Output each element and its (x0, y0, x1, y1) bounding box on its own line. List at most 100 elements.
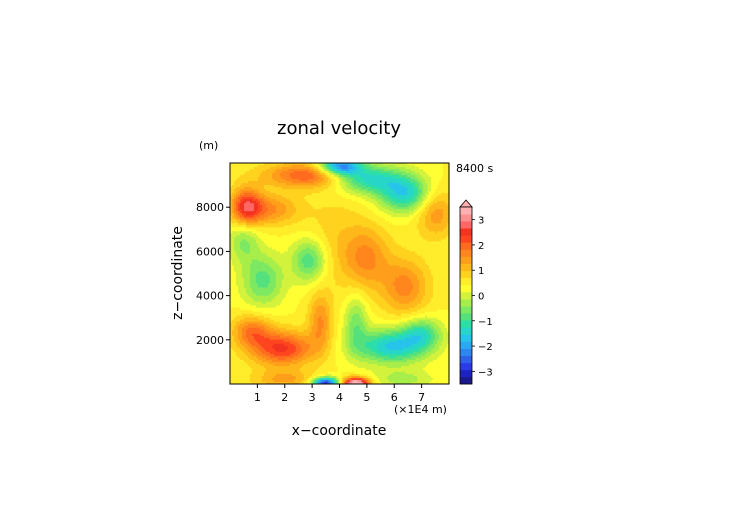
heatmap-cell (359, 167, 362, 170)
heatmap-cell (347, 221, 350, 224)
heatmap-cell (379, 165, 382, 168)
heatmap-cell (391, 195, 394, 198)
heatmap-cell (367, 231, 370, 234)
heatmap-cell (239, 205, 243, 208)
heatmap-cell (295, 211, 299, 214)
heatmap-cell (287, 235, 291, 238)
heatmap-cell (271, 223, 275, 226)
heatmap-cell (345, 195, 348, 198)
heatmap-cell (375, 235, 378, 238)
heatmap-cell (315, 225, 318, 228)
heatmap-cell (263, 211, 267, 214)
heatmap-cell (313, 221, 316, 224)
heatmap-cell (345, 221, 348, 224)
heatmap-cell (319, 165, 322, 168)
heatmap-cell (353, 207, 356, 210)
heatmap-cell (391, 239, 394, 242)
heatmap-cell (355, 241, 358, 244)
heatmap-cell (407, 231, 410, 234)
heatmap-cell (347, 219, 350, 222)
heatmap-cell (431, 227, 434, 230)
heatmap-cell (339, 241, 342, 244)
heatmap-cell (271, 169, 275, 172)
heatmap-cell (415, 223, 418, 226)
heatmap-cell (323, 217, 326, 220)
heatmap-cell (403, 239, 406, 242)
heatmap-cell (305, 239, 308, 242)
heatmap-cell (369, 203, 372, 206)
heatmap-cell (335, 197, 338, 200)
heatmap-cell (441, 187, 444, 190)
heatmap-cell (271, 185, 275, 188)
heatmap-cell (289, 201, 293, 204)
heatmap-cell (441, 209, 444, 212)
heatmap-cell (265, 217, 269, 220)
heatmap-cell (313, 187, 316, 190)
heatmap-cell (237, 223, 241, 226)
heatmap-cell (235, 245, 239, 248)
heatmap-cell (369, 217, 372, 220)
heatmap-cell (399, 249, 402, 252)
heatmap-cell (321, 199, 324, 202)
heatmap-cell (339, 185, 342, 188)
heatmap-cell (279, 239, 283, 242)
heatmap-cell (257, 249, 261, 252)
heatmap-cell (419, 251, 422, 254)
heatmap-cell (349, 169, 352, 172)
heatmap-cell (245, 235, 249, 238)
heatmap-cell (237, 187, 241, 190)
heatmap-cell (379, 175, 382, 178)
heatmap-cell (249, 177, 253, 180)
heatmap-cell (325, 219, 328, 222)
heatmap-cell (265, 225, 269, 228)
heatmap-cell (371, 197, 374, 200)
heatmap-cell (351, 215, 354, 218)
heatmap-cell (317, 237, 320, 240)
heatmap-cell (271, 251, 275, 254)
heatmap-cell (269, 221, 273, 224)
heatmap-cell (255, 209, 259, 212)
heatmap-cell (263, 247, 267, 250)
heatmap-cell (357, 243, 360, 246)
heatmap-cell (347, 213, 350, 216)
heatmap-cell (299, 187, 303, 190)
heatmap-cell (345, 191, 348, 194)
heatmap-cell (303, 245, 306, 248)
heatmap-cell (309, 233, 312, 236)
heatmap-cell (257, 171, 261, 174)
heatmap-cell (337, 215, 340, 218)
heatmap-cell (301, 235, 305, 238)
heatmap-cell (293, 207, 297, 210)
heatmap-cell (251, 231, 255, 234)
heatmap-cell (295, 177, 299, 180)
heatmap-cell (255, 213, 259, 216)
heatmap-cell (269, 197, 273, 200)
heatmap-cell (355, 249, 358, 252)
heatmap-cell (317, 199, 320, 202)
heatmap-cell (409, 249, 412, 252)
heatmap-cell (287, 211, 291, 214)
heatmap-cell (425, 169, 428, 172)
heatmap-cell (247, 233, 251, 236)
heatmap-cell (271, 235, 275, 238)
heatmap-cell (331, 165, 334, 168)
heatmap-cell (303, 223, 306, 226)
heatmap-cell (353, 225, 356, 228)
heatmap-cell (375, 185, 378, 188)
heatmap-cell (431, 235, 434, 238)
heatmap-cell (315, 169, 318, 172)
heatmap-cell (293, 185, 297, 188)
heatmap-cell (365, 247, 368, 250)
heatmap-cell (325, 235, 328, 238)
heatmap-cell (417, 193, 420, 196)
heatmap-cell (329, 213, 332, 216)
heatmap-cell (279, 167, 283, 170)
heatmap-cell (349, 235, 352, 238)
heatmap-cell (423, 179, 426, 182)
heatmap-cell (443, 235, 446, 238)
heatmap-cell (283, 191, 287, 194)
heatmap-cell (389, 213, 392, 216)
heatmap-cell (377, 191, 380, 194)
heatmap-cell (331, 243, 334, 246)
heatmap-cell (349, 219, 352, 222)
